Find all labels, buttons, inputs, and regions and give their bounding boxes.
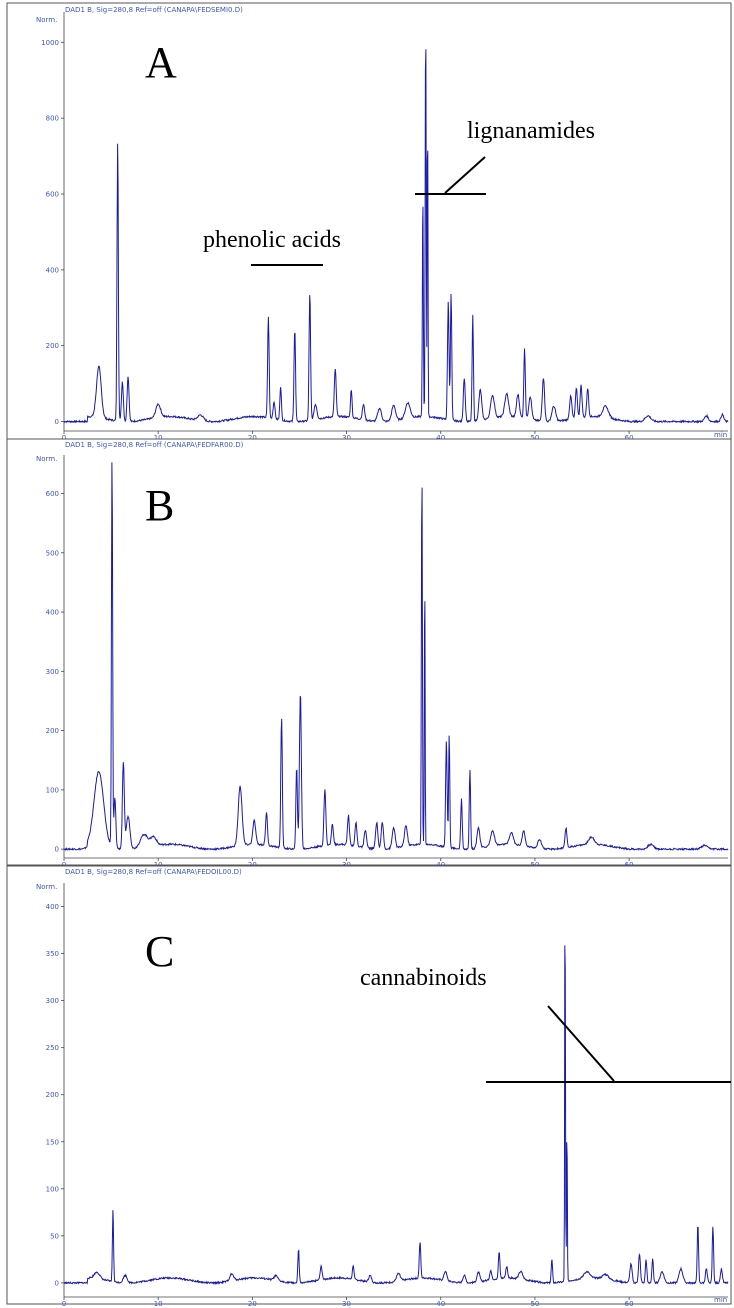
x-tick-label: 0 [62, 434, 66, 442]
phenolic-acids-annotation: phenolic acids [203, 227, 341, 266]
panel-a: DAD1 B, Sig=280,8 Ref=off (CANAPA\FEDSEM… [6, 2, 732, 442]
panel-a-x-unit: min [714, 431, 727, 439]
cannabinoids-leader [547, 1005, 615, 1082]
panel-a-header: DAD1 B, Sig=280,8 Ref=off (CANAPA\FEDSEM… [65, 6, 243, 14]
panel-c-trace [63, 945, 729, 1286]
y-tick-label: 1000 [41, 39, 59, 47]
x-tick-label: 30 [342, 1300, 351, 1308]
lignanamides-annotation: lignanamides [415, 118, 595, 195]
panel-c: DAD1 B, Sig=280,8 Ref=off (CANAPA\FEDOIL… [6, 865, 732, 1308]
panel-c-x-unit: min [714, 1296, 727, 1304]
phenolic-acids-label: phenolic acids [203, 227, 341, 253]
y-tick-label: 600 [46, 191, 59, 199]
panel-c-frame [6, 865, 732, 1305]
x-tick-label: 60 [625, 861, 634, 869]
y-tick-label: 100 [46, 786, 59, 794]
y-tick-label: 0 [55, 846, 59, 854]
x-tick-label: 60 [625, 434, 634, 442]
y-tick-label: 150 [46, 1138, 59, 1146]
panel-b-trace [63, 462, 729, 852]
x-tick-label: 30 [342, 861, 351, 869]
x-tick-label: 10 [154, 861, 163, 869]
panel-a-frame [6, 2, 732, 440]
x-tick-label: 20 [248, 861, 257, 869]
x-tick-label: 20 [248, 1300, 257, 1308]
y-tick-label: 200 [46, 727, 59, 735]
panel-b-ticks: 0 100 200 300 400 500 600 0 10 20 30 40 50 60 [46, 455, 728, 869]
panel-c-label: C [145, 927, 174, 976]
y-tick-label: 400 [46, 903, 59, 911]
panel-b: DAD1 B, Sig=280,8 Ref=off (CANAPA\FEDFAR… [6, 438, 732, 869]
panel-c-ticks: 0 50 100 150 200 250 300 350 400 0 10 20 30 40 50 60 [46, 883, 728, 1308]
y-tick-label: 0 [55, 418, 59, 426]
x-tick-label: 0 [62, 1300, 66, 1308]
y-tick-label: 200 [46, 1091, 59, 1099]
x-tick-label: 30 [342, 434, 351, 442]
panel-a-y-unit: Norm. [36, 16, 57, 24]
panel-c-header: DAD1 B, Sig=280,8 Ref=off (CANAPA\FEDOIL… [65, 868, 242, 876]
y-tick-label: 300 [46, 997, 59, 1005]
panel-b-y-unit: Norm. [36, 455, 57, 463]
x-tick-label: 20 [248, 434, 257, 442]
x-tick-label: 0 [62, 861, 66, 869]
lignanamides-leader [444, 156, 486, 194]
y-tick-label: 100 [46, 1185, 59, 1193]
y-tick-label: 0 [55, 1279, 59, 1287]
panel-a-ticks: 0 200 400 600 800 1000 0 10 20 30 40 50 60 [41, 12, 728, 442]
panel-c-y-unit: Norm. [36, 883, 57, 891]
y-tick-label: 500 [46, 549, 59, 557]
x-tick-label: 10 [154, 434, 163, 442]
y-tick-label: 50 [50, 1232, 59, 1240]
y-tick-label: 200 [46, 342, 59, 350]
x-tick-label: 60 [625, 1300, 634, 1308]
cannabinoids-annotation: cannabinoids [360, 965, 731, 1083]
y-tick-label: 350 [46, 950, 59, 958]
panel-a-trace [63, 49, 729, 424]
x-tick-label: 40 [436, 1300, 445, 1308]
panel-b-header: DAD1 B, Sig=280,8 Ref=off (CANAPA\FEDFAR… [65, 441, 244, 449]
x-tick-label: 40 [436, 861, 445, 869]
panel-b-label: B [145, 481, 174, 530]
y-tick-label: 400 [46, 609, 59, 617]
x-tick-label: 50 [530, 434, 539, 442]
panel-b-frame [6, 438, 732, 866]
y-tick-label: 800 [46, 115, 59, 123]
cannabinoids-label: cannabinoids [360, 965, 487, 991]
x-tick-label: 10 [154, 1300, 163, 1308]
y-tick-label: 300 [46, 668, 59, 676]
x-tick-label: 50 [530, 861, 539, 869]
y-tick-label: 600 [46, 490, 59, 498]
lignanamides-label: lignanamides [467, 118, 595, 144]
x-tick-label: 40 [436, 434, 445, 442]
y-tick-label: 400 [46, 266, 59, 274]
panel-a-label: A [145, 38, 177, 87]
x-tick-label: 50 [530, 1300, 539, 1308]
y-tick-label: 250 [46, 1044, 59, 1052]
